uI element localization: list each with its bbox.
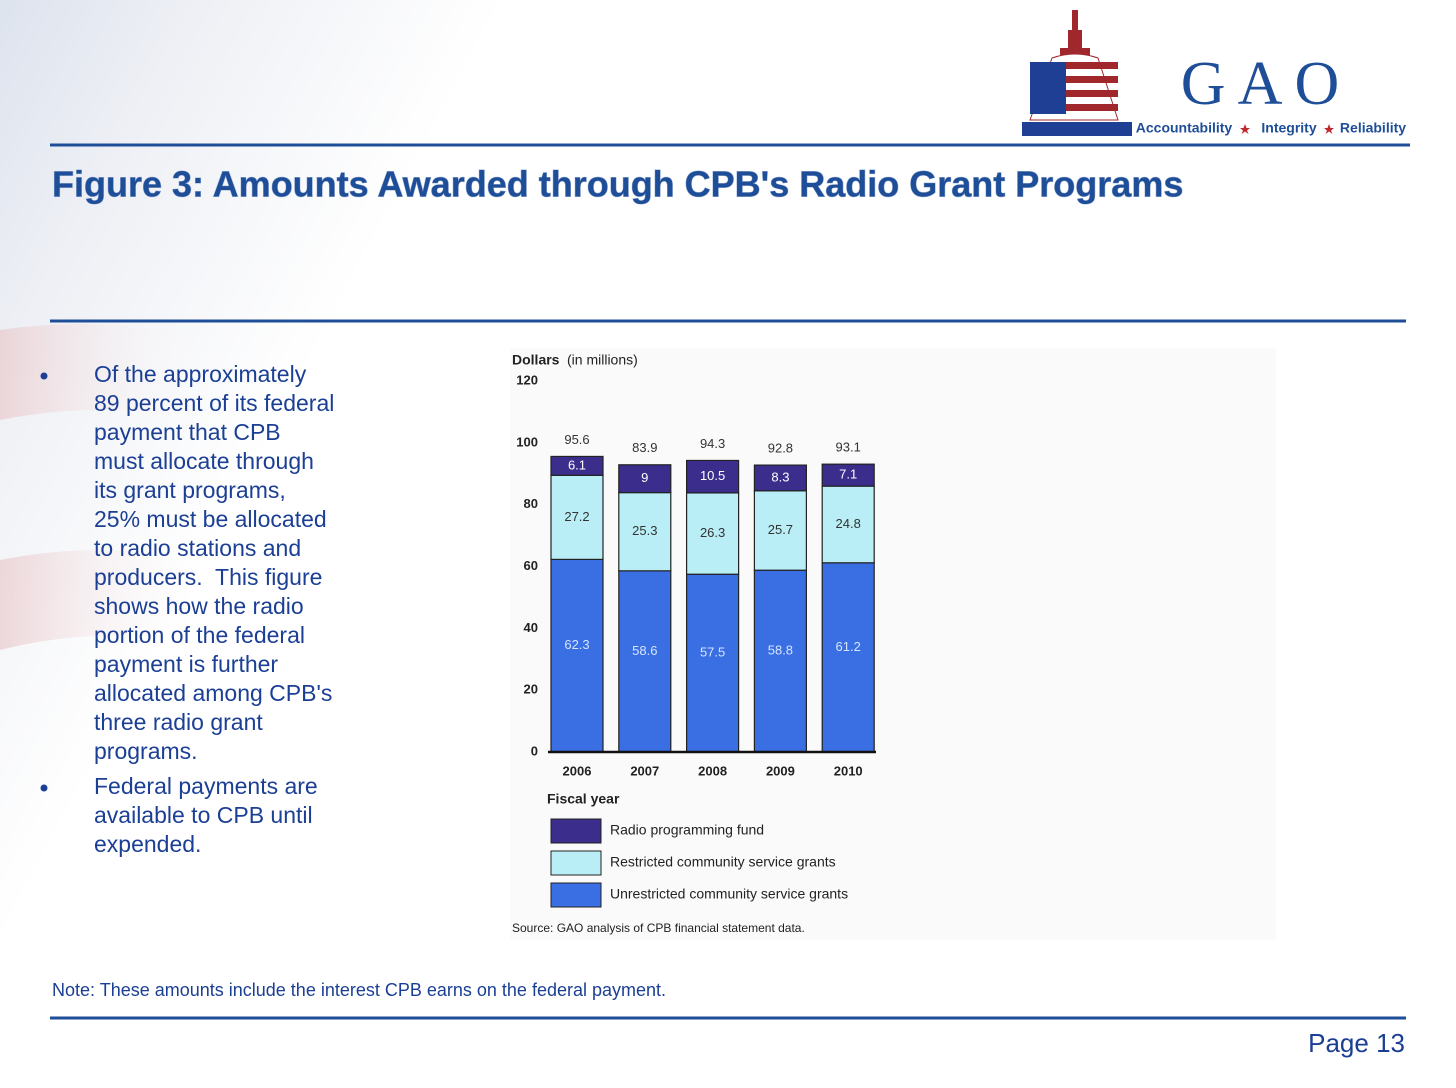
bar-segment <box>753 464 808 492</box>
value-label: 57.5 <box>700 645 725 660</box>
legend-label: Unrestricted community service grants <box>610 886 848 902</box>
logo-text: G A O <box>1181 50 1339 118</box>
y-axis-label: Dollars <box>512 352 560 368</box>
value-label: 58.6 <box>632 643 657 658</box>
bullet-text: Of the approximately <box>94 361 307 387</box>
bullet-dot <box>40 784 48 792</box>
value-label: 58.8 <box>768 643 793 658</box>
bullet-text: payment that CPB <box>94 419 281 445</box>
bar-segment <box>550 558 604 753</box>
x-tick-label: 2006 <box>563 763 592 778</box>
bullet-text: payment is further <box>94 651 278 677</box>
bullet-text: to radio stations and <box>94 535 301 561</box>
y-tick-label: 60 <box>524 558 538 573</box>
value-label: 62.3 <box>564 637 589 652</box>
value-label: 10.5 <box>700 468 725 483</box>
bar-segment <box>821 562 875 753</box>
bullet-text: available to CPB until <box>94 802 313 828</box>
bar-segment <box>821 463 875 487</box>
bar-segment <box>550 474 604 560</box>
y-tick-label: 40 <box>524 620 538 635</box>
legend-label: Radio programming fund <box>610 822 764 838</box>
source: Source: GAO analysis of CPB financial st… <box>512 921 805 935</box>
tagline: Reliability <box>1340 120 1406 136</box>
total-label: 83.9 <box>632 440 657 455</box>
y-tick-label: 100 <box>516 434 538 449</box>
total-label: 95.6 <box>564 432 589 447</box>
bullet-text: 89 percent of its federal <box>94 390 334 416</box>
value-label: 26.3 <box>700 525 725 540</box>
total-label: 94.3 <box>700 436 725 451</box>
bar-segment <box>753 490 808 571</box>
legend-swatch <box>550 850 602 876</box>
y-tick-label: 0 <box>531 743 538 758</box>
bullet-text: producers. This figure <box>94 564 322 590</box>
bullet-text: three radio grant <box>94 709 263 735</box>
x-tick-label: 2007 <box>630 763 659 778</box>
bullet-text: must allocate through <box>94 448 314 474</box>
x-axis-label: Fiscal year <box>547 791 620 807</box>
bullet-list: Of the approximately 89 percent of its fe… <box>40 361 334 857</box>
value-label: 8.3 <box>771 469 789 484</box>
y-axis-unit: (in millions) <box>567 352 638 368</box>
bullet-text: portion of the federal <box>94 622 305 648</box>
y-tick-label: 20 <box>524 682 538 697</box>
value-label: 9 <box>641 470 648 485</box>
flag-stripe <box>0 550 420 720</box>
value-label: 6.1 <box>568 457 586 472</box>
bullet-text: 25% must be allocated <box>94 506 327 532</box>
tagline: Integrity <box>1261 120 1316 136</box>
x-tick-label: 2010 <box>834 763 863 778</box>
flag-stripe <box>0 324 420 500</box>
value-label: 7.1 <box>839 467 857 482</box>
tagline: Accountability <box>1136 120 1233 136</box>
bullet-text: expended. <box>94 831 201 857</box>
bar-segment <box>618 570 672 753</box>
bullet-dot <box>40 372 48 380</box>
note: Note: These amounts include the interest… <box>52 980 666 1000</box>
bar-segment <box>753 569 808 753</box>
value-label: 24.8 <box>836 516 861 531</box>
slide-title: Figure 3: Amounts Awarded through CPB's … <box>52 164 1183 205</box>
value-label: 27.2 <box>564 509 589 524</box>
total-label: 92.8 <box>768 441 793 456</box>
bar-segment <box>685 459 740 494</box>
bar-segment <box>618 492 672 572</box>
bar-segment <box>821 485 875 564</box>
total-label: 93.1 <box>836 440 861 455</box>
legend-label: Restricted community service grants <box>610 854 836 870</box>
bullet-text: its grant programs, <box>94 477 286 503</box>
x-tick-label: 2009 <box>766 763 795 778</box>
value-label: 25.7 <box>768 522 793 537</box>
bullet-text: allocated among CPB's <box>94 680 332 706</box>
bullet-text: Federal payments are <box>94 773 318 799</box>
page-number: Page 13 <box>1308 1028 1405 1058</box>
x-tick-label: 2008 <box>698 763 727 778</box>
bar-segment <box>685 573 740 753</box>
value-label: 25.3 <box>632 523 657 538</box>
bullet-text: programs. <box>94 738 198 764</box>
y-tick-label: 80 <box>524 496 538 511</box>
legend-swatch <box>550 818 602 844</box>
bullet-text: shows how the radio <box>94 593 304 619</box>
value-label: 61.2 <box>836 639 861 654</box>
chart: Dollars (in millions) Fiscal year Source… <box>512 352 876 935</box>
bar-segment <box>618 464 672 494</box>
legend-swatch <box>550 882 602 908</box>
bar-segment <box>685 492 740 575</box>
y-tick-label: 120 <box>516 372 538 387</box>
logo: G A O Accountability Integrity Reliabili… <box>1022 10 1406 136</box>
bar-segment <box>550 455 604 476</box>
